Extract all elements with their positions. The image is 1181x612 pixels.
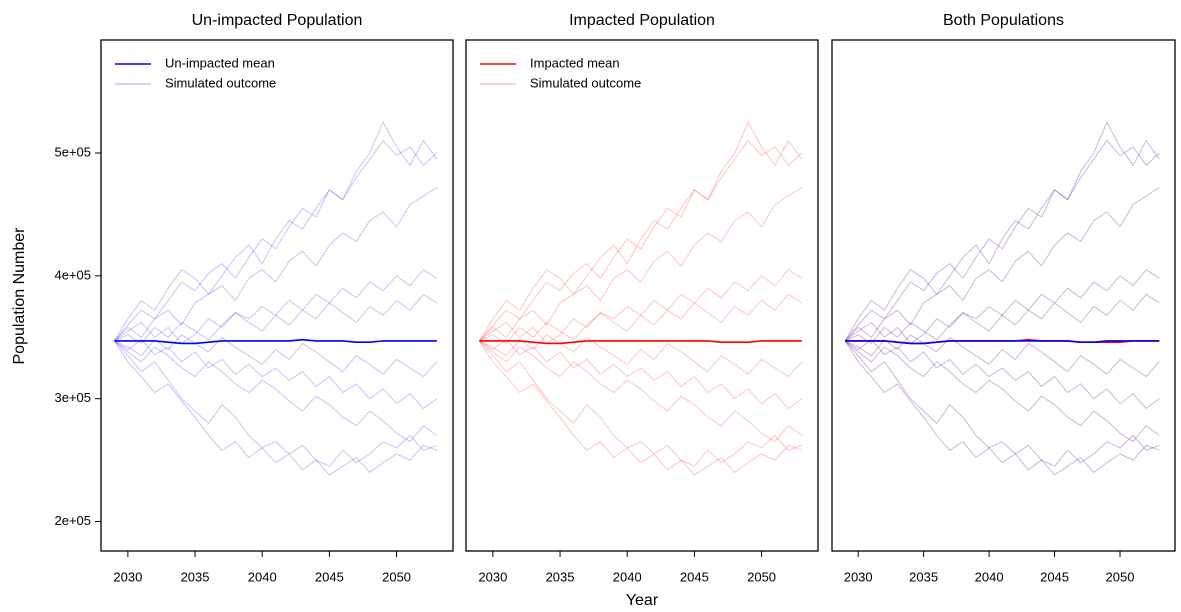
- simulated-line: [844, 339, 1160, 410]
- simulated-line: [844, 121, 1160, 342]
- simulated-line: [844, 334, 1160, 378]
- simulated-line: [114, 340, 438, 467]
- simulated-line: [114, 269, 438, 345]
- legend-label: Un-impacted mean: [165, 55, 275, 70]
- simulated-line: [479, 339, 803, 410]
- simulated-line: [844, 340, 1160, 467]
- simulated-line: [844, 340, 1160, 443]
- simulated-line: [478, 340, 803, 476]
- simulated-line: [844, 340, 1160, 476]
- simulated-line: [479, 139, 803, 342]
- x-tick-label: 2040: [248, 569, 277, 584]
- simulated-line: [844, 186, 1160, 342]
- panel-title: Impacted Population: [569, 12, 715, 29]
- legend-label: Impacted mean: [530, 55, 620, 70]
- simulated-line: [114, 339, 438, 410]
- simulated-line: [114, 293, 438, 345]
- panel-frame: [831, 39, 1176, 552]
- mean-line: [114, 338, 437, 345]
- panel-title: Un-impacted Population: [192, 12, 363, 29]
- simulated-line: [114, 340, 438, 443]
- simulated-line: [479, 340, 803, 467]
- simulated-line: [844, 293, 1160, 345]
- legend-label: Simulated outcome: [165, 75, 276, 90]
- y-tick-label: 5e+05: [54, 144, 91, 159]
- simulated-line: [114, 186, 438, 342]
- x-axis-label: Year: [626, 592, 659, 609]
- x-tick-label: 2035: [909, 569, 938, 584]
- simulated-line: [844, 139, 1160, 342]
- x-tick-label: 2030: [478, 569, 507, 584]
- x-tick-label: 2030: [113, 569, 142, 584]
- simulated-line: [114, 334, 438, 378]
- x-tick-label: 2035: [546, 569, 575, 584]
- simulated-line: [478, 121, 803, 342]
- panel-title: Both Populations: [943, 12, 1064, 29]
- simulated-line: [479, 340, 803, 443]
- simulated-line: [114, 139, 438, 342]
- y-tick-label: 4e+05: [54, 267, 91, 282]
- simulated-line: [113, 340, 438, 476]
- x-tick-label: 2030: [844, 569, 873, 584]
- mean-line: [479, 340, 802, 345]
- x-tick-label: 2045: [315, 569, 344, 584]
- x-tick-label: 2035: [181, 569, 210, 584]
- y-tick-label: 3e+05: [54, 390, 91, 405]
- panel-frame: [100, 39, 454, 552]
- y-tick-label: 2e+05: [54, 513, 91, 528]
- panel-frame: [465, 39, 819, 552]
- x-tick-label: 2045: [680, 569, 709, 584]
- legend-label: Simulated outcome: [530, 75, 641, 90]
- simulated-line: [844, 269, 1160, 345]
- x-tick-label: 2040: [975, 569, 1004, 584]
- x-tick-label: 2040: [613, 569, 642, 584]
- x-tick-label: 2050: [747, 569, 776, 584]
- simulated-line: [479, 269, 803, 345]
- x-tick-label: 2045: [1040, 569, 1069, 584]
- x-tick-label: 2050: [382, 569, 411, 584]
- simulated-line: [113, 121, 438, 342]
- y-axis-label: Population Number: [11, 227, 28, 365]
- simulated-line: [479, 186, 803, 342]
- simulated-line: [479, 334, 803, 378]
- x-tick-label: 2050: [1106, 569, 1135, 584]
- simulated-line: [479, 293, 803, 345]
- mean-line: [845, 340, 1160, 345]
